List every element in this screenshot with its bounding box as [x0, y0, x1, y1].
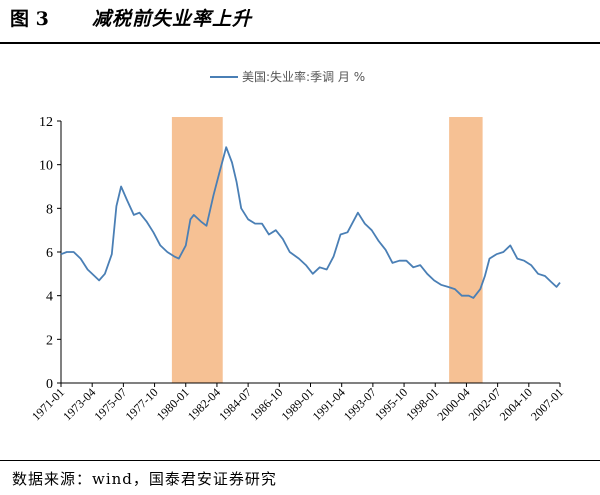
figure-footer: 数据来源：wind，国泰君安证券研究: [0, 460, 600, 495]
x-tick-label: 1989-01: [278, 385, 316, 423]
x-tick-label: 1982-04: [185, 385, 223, 423]
legend: 美国:失业率:季调 月 %: [210, 69, 365, 84]
x-tick-label: 1973-04: [60, 385, 98, 423]
x-tick-label: 1975-07: [91, 385, 129, 423]
x-tick-label: 2000-04: [434, 385, 472, 423]
y-tick-label: 4: [46, 290, 53, 305]
y-tick-label: 6: [46, 246, 53, 261]
x-tick-label: 1995-10: [372, 385, 410, 423]
y-tick-label: 8: [46, 202, 53, 217]
y-tick-label: 0: [46, 377, 53, 392]
figure-number: 图 3: [10, 8, 49, 30]
shaded-period-2: [449, 117, 483, 383]
y-tick-label: 10: [39, 159, 53, 174]
figure-header: 图 3 减税前失业率上升: [0, 0, 600, 44]
x-tick-label: 1986-10: [247, 385, 285, 423]
data-source: 数据来源：wind，国泰君安证券研究: [12, 470, 277, 488]
x-tick-label: 1998-01: [403, 385, 441, 423]
x-tick-label: 1993-07: [341, 385, 379, 423]
x-tick-label: 2002-07: [466, 385, 504, 423]
y-tick-label: 2: [46, 333, 53, 348]
y-tick-label: 12: [39, 115, 53, 130]
x-tick-label: 1991-04: [310, 385, 348, 423]
unemployment-chart: 美国:失业率:季调 月 % 0 2 4 6 8 10 12 1971-011973-0419…: [29, 69, 566, 423]
shaded-periods: [171, 117, 483, 383]
series-group: [60, 146, 561, 299]
x-tick-label: 2007-01: [528, 385, 566, 423]
x-tick-label: 1984-07: [216, 385, 254, 423]
legend-label: 美国:失业率:季调 月 %: [242, 69, 365, 84]
figure-title: 减税前失业率上升: [92, 8, 253, 30]
y-axis: 0 2 4 6 8 10 12: [39, 115, 62, 392]
x-tick-label: 2004-10: [497, 385, 535, 423]
x-axis: 1971-011973-041975-071977-101980-011982-…: [29, 382, 566, 423]
x-tick-label: 1980-01: [154, 385, 192, 423]
shaded-period-1: [171, 117, 223, 383]
x-tick-label: 1977-10: [123, 385, 161, 423]
series-line-1: [60, 146, 561, 299]
